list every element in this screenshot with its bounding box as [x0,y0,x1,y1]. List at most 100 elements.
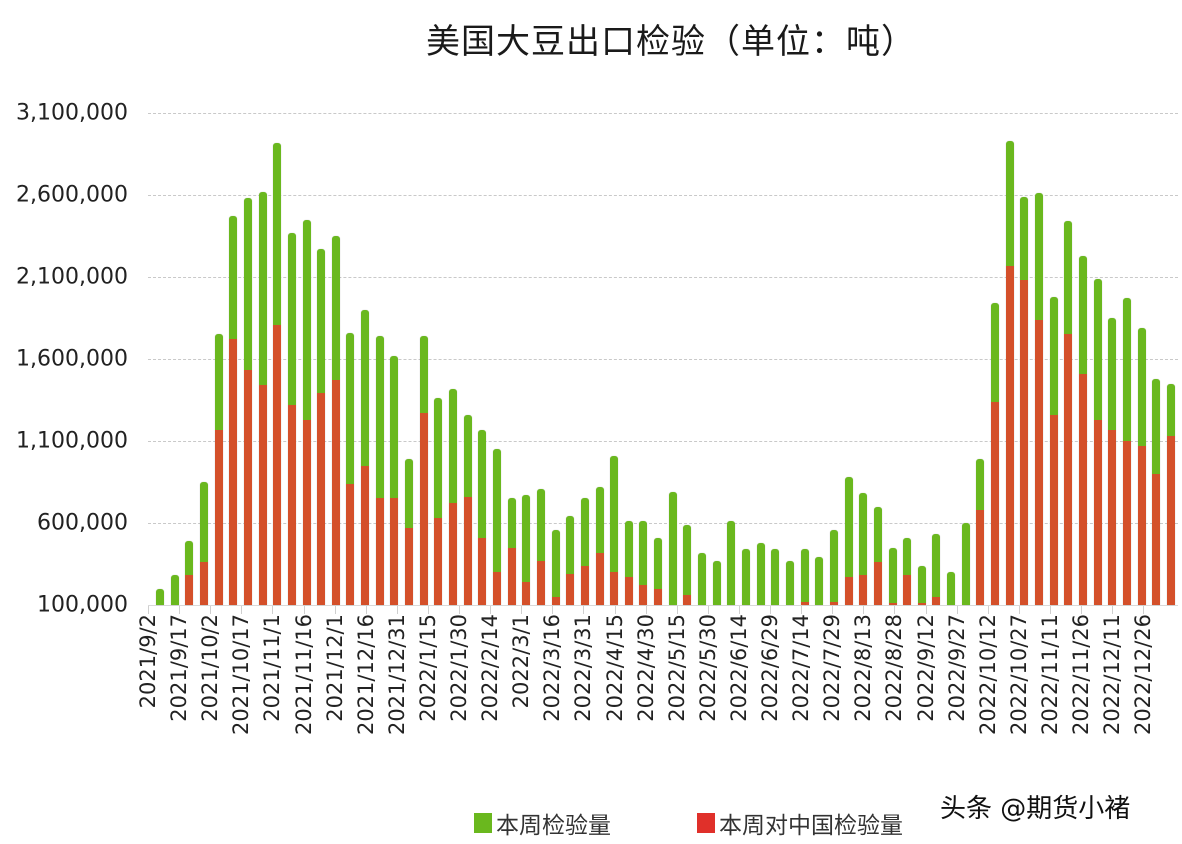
bar-total-inspections [492,449,501,605]
bar-total-inspections [727,521,736,605]
bar-total-inspections [639,521,648,605]
bar-china-inspections [580,565,589,605]
bar-china-inspections [434,518,443,605]
bar-china-inspections [1035,319,1043,605]
x-tick-label: 2022/7/29 [820,614,845,722]
gridline [148,113,1178,114]
x-tick-mark [552,606,554,614]
chart-title: 美国大豆出口检验（单位：吨） [426,22,916,62]
x-tick-mark [272,606,274,614]
bar-china-inspections [302,419,311,605]
bar-china-inspections [375,498,384,605]
bar-total-inspections [829,529,838,605]
bar-total-inspections [170,575,179,605]
bar-total-inspections [434,398,443,605]
bar-total-inspections [742,549,750,605]
bar-china-inspections [185,575,194,605]
y-tick-label: 1,100,000 [16,428,128,454]
legend-label-china: 本周对中国检验量 [719,813,903,839]
x-tick-label: 2021/12/31 [384,614,409,736]
bar-china-inspections [903,575,912,605]
gridline [148,441,1178,442]
bar-china-inspections [419,413,428,605]
bar-china-inspections [1093,419,1102,605]
bar-china-inspections [932,596,941,605]
x-tick-mark [707,606,709,614]
x-tick-label: 2021/11/1 [260,614,285,722]
bar-total-inspections [580,498,589,605]
x-tick-mark [956,606,958,614]
bar-china-inspections [243,370,252,605]
x-tick-label: 2022/11/11 [1037,614,1062,736]
bar-total-inspections [610,455,619,605]
x-tick-mark [365,606,367,614]
x-tick-label: 2022/11/26 [1069,614,1093,736]
bar-china-inspections [449,503,457,605]
x-tick-label: 2022/5/30 [695,614,720,722]
x-tick-mark [832,606,834,614]
bar-china-inspections [1020,280,1029,605]
bar-china-inspections [390,498,399,605]
x-tick-mark [925,606,927,614]
x-tick-mark [303,606,305,614]
bar-total-inspections [903,537,912,605]
bar-china-inspections [1064,334,1073,605]
bar-total-inspections [932,534,941,605]
x-tick-mark [1018,606,1020,614]
x-tick-mark [583,606,585,614]
bar-china-inspections [1049,414,1058,605]
x-tick-mark [645,606,647,614]
bar-total-inspections [478,429,487,605]
x-tick-mark [396,606,398,614]
bar-china-inspections [873,562,882,605]
bar-total-inspections [551,529,560,605]
x-tick-mark [614,606,616,614]
x-tick-label: 2021/11/16 [291,614,316,736]
bar-china-inspections [654,588,663,605]
bar-china-inspections [331,380,340,605]
x-tick-mark [863,606,865,614]
bar-china-inspections [1137,445,1146,605]
bar-china-inspections [683,595,692,605]
bar-china-inspections [214,429,223,605]
bar-china-inspections [610,572,619,605]
bar-total-inspections [771,549,780,605]
bar-china-inspections [917,603,926,605]
y-tick-label: 100,000 [37,592,128,618]
x-tick-label: 2022/3/31 [571,614,596,722]
bar-total-inspections [361,309,370,605]
bar-china-inspections [361,465,370,605]
x-tick-mark [334,606,336,614]
x-tick-mark [738,606,740,614]
bar-total-inspections [888,547,897,605]
y-tick-label: 3,100,000 [16,100,128,126]
bar-china-inspections [888,603,897,605]
bar-china-inspections [976,509,985,605]
gridline [148,277,1178,278]
x-tick-label: 2021/10/17 [229,614,254,736]
bar-china-inspections [844,577,853,605]
bar-china-inspections [1108,429,1117,605]
bar-china-inspections [551,596,560,605]
x-tick-label: 2021/10/2 [198,614,223,722]
x-tick-label: 2022/6/29 [758,614,782,722]
bar-total-inspections [522,495,531,605]
bar-china-inspections [829,601,838,605]
bar-china-inspections [1122,441,1131,605]
bar-china-inspections [859,575,868,605]
bar-total-inspections [156,588,164,605]
y-tick-label: 600,000 [37,510,128,536]
x-tick-label: 2022/1/15 [415,614,440,722]
y-tick-label: 1,600,000 [16,346,128,372]
x-tick-label: 2022/8/28 [882,614,907,722]
x-tick-mark [241,606,243,614]
bar-total-inspections [185,541,194,605]
bar-total-inspections [566,516,575,605]
bar-total-inspections [859,493,868,605]
x-tick-mark [459,606,460,614]
bar-total-inspections [961,523,970,605]
watermark: 头条 @期货小褚 [940,794,1131,824]
bar-china-inspections [1078,373,1087,605]
x-tick-mark [1143,606,1145,614]
